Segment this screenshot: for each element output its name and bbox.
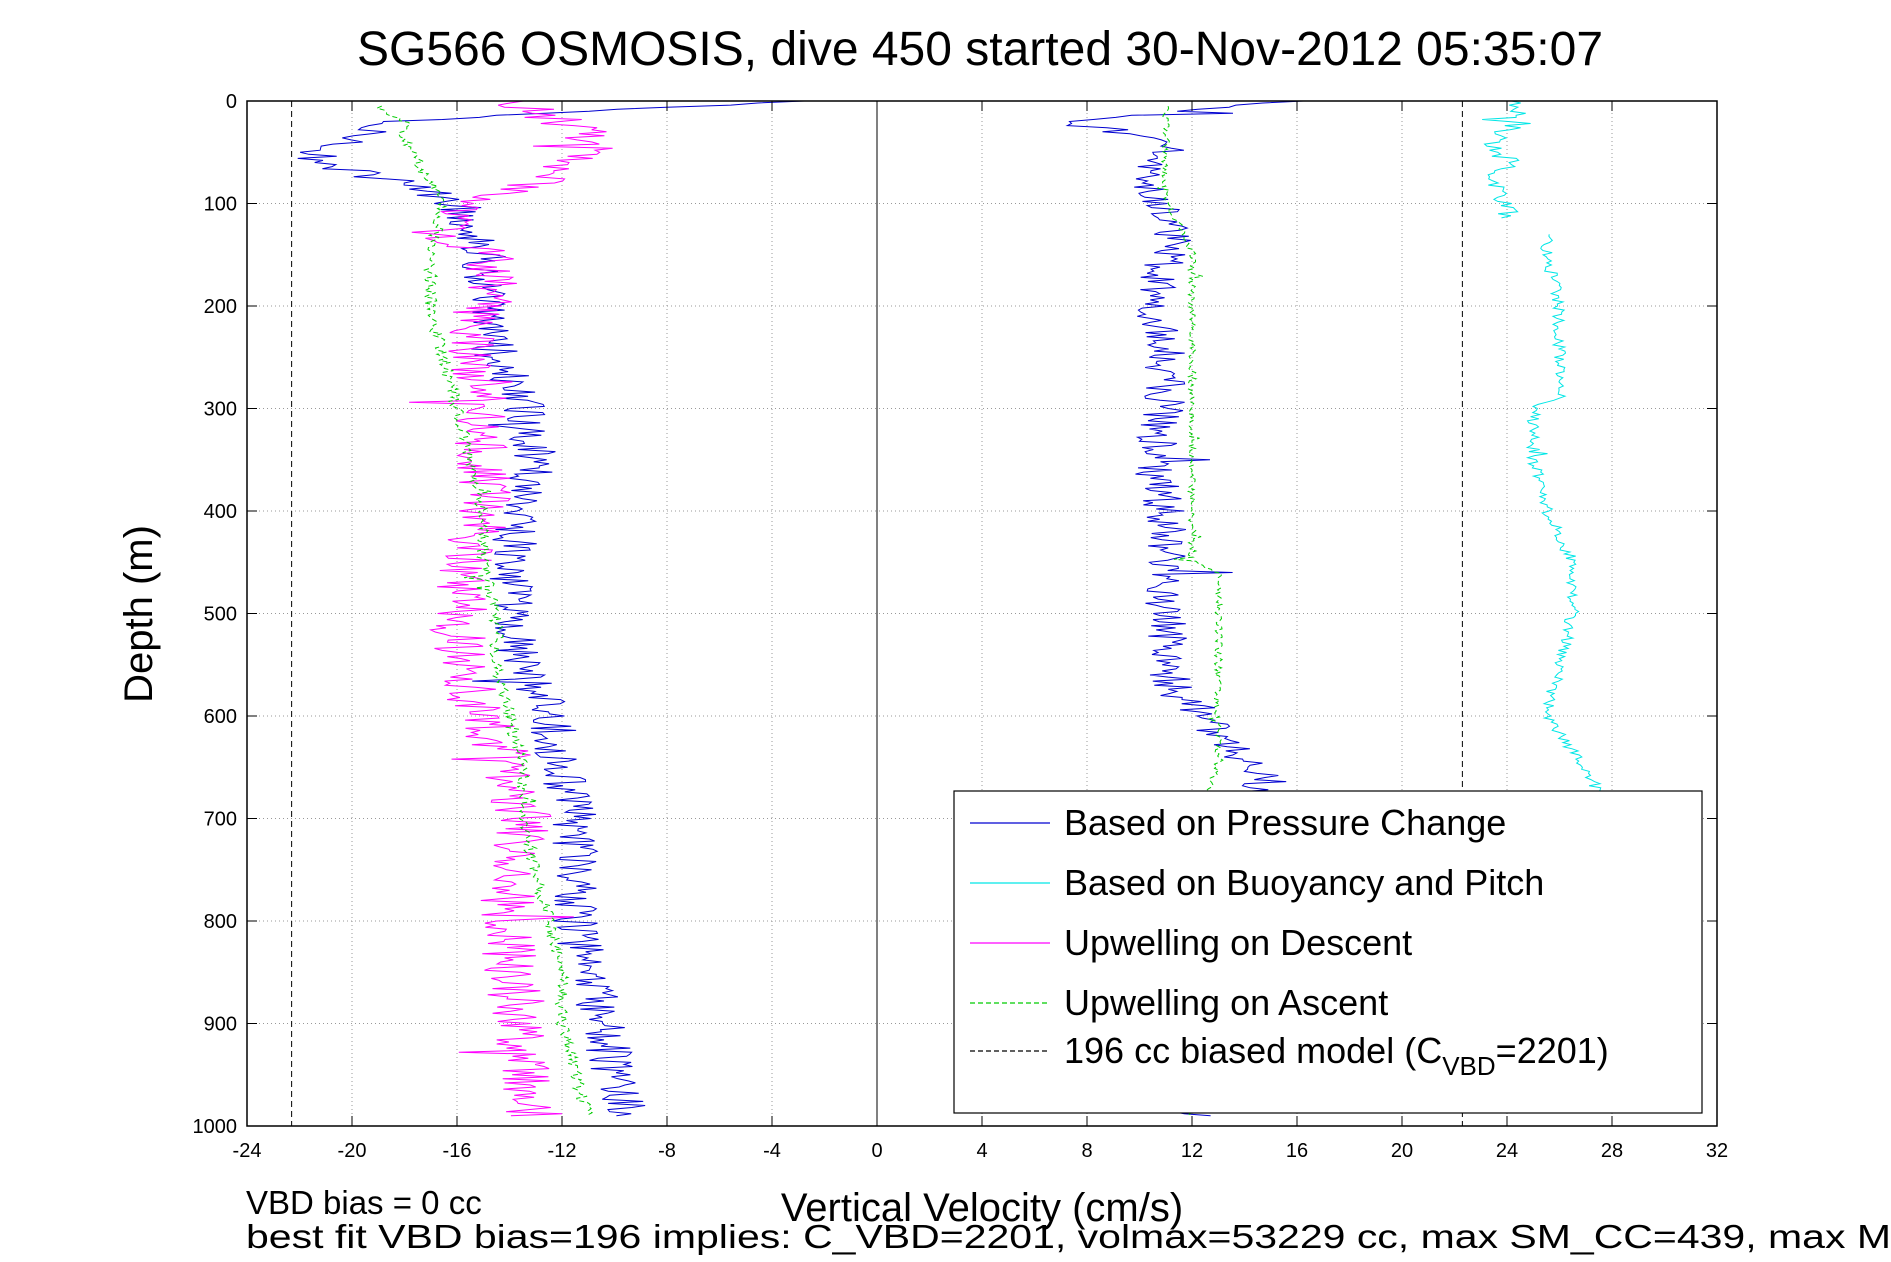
y-tick-label: 500 xyxy=(204,604,237,626)
series-line-upwelling-descent xyxy=(409,100,613,1117)
legend-label-subscript: VBD xyxy=(1442,1051,1495,1081)
series-line-buoyancy-pitch-ascent xyxy=(1525,234,1614,819)
x-tick-label: -12 xyxy=(548,1140,577,1162)
y-tick-label: 100 xyxy=(204,194,237,216)
x-tick-label: 4 xyxy=(976,1140,987,1162)
x-tick-label: -20 xyxy=(338,1140,367,1162)
series-line-upwelling-ascent xyxy=(375,105,594,1116)
y-tick-label: 0 xyxy=(226,91,237,113)
y-tick-label: 700 xyxy=(204,809,237,831)
x-tick-label: 12 xyxy=(1181,1140,1203,1162)
legend-label-main: 196 cc biased model (C xyxy=(1064,1030,1442,1071)
legend-label-main: Based on Pressure Change xyxy=(1064,802,1506,843)
y-tick-label: 1000 xyxy=(193,1116,238,1138)
x-tick-labels: -24 -20 -16 -12 -8 -4 0 4 8 12 16 20 24 28 32 xyxy=(233,101,1728,1162)
y-tick-label: 800 xyxy=(204,911,237,933)
y-tick-label: 400 xyxy=(204,501,237,523)
y-axis-label: Depth (m) xyxy=(117,525,161,703)
legend-label-main: Upwelling on Ascent xyxy=(1064,982,1388,1023)
legend-label: 196 cc biased model (CVBD=2201) xyxy=(1064,1030,1609,1081)
legend-label: Upwelling on Ascent xyxy=(1064,982,1388,1023)
legend-box xyxy=(953,790,1703,1114)
legend-label-main: Upwelling on Descent xyxy=(1064,922,1412,963)
y-tick-label: 200 xyxy=(204,296,237,318)
x-tick-label: 8 xyxy=(1081,1140,1092,1162)
x-axis-label: Vertical Velocity (cm/s) xyxy=(781,1186,1183,1230)
legend-label-suffix: =2201) xyxy=(1496,1030,1609,1071)
y-tick-label: 600 xyxy=(204,706,237,728)
x-tick-label: -16 xyxy=(443,1140,472,1162)
x-tick-label: 24 xyxy=(1496,1140,1518,1162)
y-tick-labels: 0 100 200 300 400 500 600 700 800 900 1000 xyxy=(193,91,1717,1138)
x-tick-label: 16 xyxy=(1286,1140,1308,1162)
x-tick-label: 0 xyxy=(871,1140,882,1162)
legend-label: Based on Pressure Change xyxy=(1064,802,1506,843)
legend: Based on Pressure Change Based on Buoyanc… xyxy=(953,790,1703,1114)
y-tick-label: 900 xyxy=(204,1014,237,1036)
footer-line-2: best fit VBD bias=196 implies: C_VBD=220… xyxy=(246,1218,1891,1255)
x-tick-label: 28 xyxy=(1601,1140,1623,1162)
footer-line-1: VBD bias = 0 cc xyxy=(246,1184,482,1221)
x-tick-label: -4 xyxy=(763,1140,781,1162)
y-tick-label: 300 xyxy=(204,399,237,421)
x-tick-label: -24 xyxy=(233,1140,262,1162)
legend-label-main: Based on Buoyancy and Pitch xyxy=(1064,862,1544,903)
x-tick-label: 20 xyxy=(1391,1140,1413,1162)
chart-title: SG566 OSMOSIS, dive 450 started 30-Nov-2… xyxy=(357,23,1603,76)
legend-label: Upwelling on Descent xyxy=(1064,922,1412,963)
x-tick-label: -8 xyxy=(658,1140,676,1162)
series-line-buoyancy-pitch-descent xyxy=(1482,100,1531,219)
x-tick-label: 32 xyxy=(1706,1140,1728,1162)
legend-label: Based on Buoyancy and Pitch xyxy=(1064,862,1544,903)
